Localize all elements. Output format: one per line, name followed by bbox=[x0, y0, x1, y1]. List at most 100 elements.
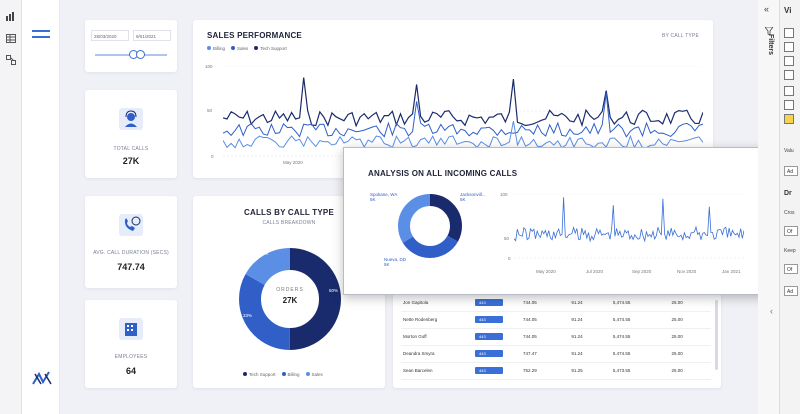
pane-add-field[interactable]: Ad bbox=[784, 166, 798, 176]
table-row[interactable]: Jon Gapitola 443 744.05 91.24 5,474.55 25.00 bbox=[401, 294, 711, 312]
table-cell: 25.00 bbox=[669, 328, 711, 346]
pane-field-label: Valu bbox=[784, 148, 794, 154]
kpi-card-avg-duration: AVG. CALL DURATION (secs) 747.74 bbox=[85, 196, 177, 288]
pane-toggle[interactable]: Of bbox=[784, 264, 798, 274]
table-row[interactable]: Deandra Smyra 443 747.47 91.24 5,474.55 25.00 bbox=[401, 345, 711, 363]
legend-item: Sales bbox=[305, 372, 323, 377]
table-cell: 5,473.55 bbox=[610, 362, 670, 380]
kpi-card-total-calls: TOTAL CALLS 27K bbox=[85, 90, 177, 178]
analysis-title: ANALYSIS ON ALL INCOMING CALLS bbox=[368, 169, 518, 178]
slice-label: 17% bbox=[259, 251, 269, 256]
donut-slice-sales[interactable] bbox=[239, 248, 341, 350]
employee-table-card[interactable]: Jon Gapitola 443 744.05 91.24 5,474.55 25.00 N… bbox=[393, 292, 721, 388]
viz-chart-icon[interactable] bbox=[784, 100, 794, 110]
analysis-popup[interactable]: ANALYSIS ON ALL INCOMING CALLS Spokane, … bbox=[343, 147, 773, 295]
viz-chart-icon[interactable] bbox=[784, 114, 794, 124]
kpi-card-employees: EMPLOYEES 64 bbox=[85, 300, 177, 388]
series-line-sales bbox=[223, 93, 703, 138]
legend-item: Sales bbox=[231, 46, 248, 51]
viz-chart-icon[interactable] bbox=[784, 56, 794, 66]
sales-legend: Billing Sales Tech Support bbox=[207, 46, 287, 51]
hamburger-menu-icon[interactable] bbox=[32, 26, 50, 38]
building-icon bbox=[119, 318, 143, 340]
model-view-icon[interactable] bbox=[6, 52, 16, 65]
table-row[interactable]: Nette Rodenberg 443 744.05 91.24 5,474.55 25.… bbox=[401, 311, 711, 329]
pane-section-title: Dr bbox=[784, 190, 792, 197]
kpi-label: TOTAL CALLS bbox=[113, 146, 149, 152]
table-cell: 443 bbox=[473, 328, 521, 346]
viz-chart-icon[interactable] bbox=[784, 28, 794, 38]
table-cell: Nette Rodenberg bbox=[401, 311, 473, 329]
value-badge: 443 bbox=[475, 367, 503, 374]
viz-chart-icon[interactable] bbox=[784, 70, 794, 80]
legend-item: Tech Support bbox=[254, 46, 287, 51]
series-line-tech-support bbox=[223, 77, 703, 128]
table-cell: 5,474.55 bbox=[610, 294, 670, 312]
table-scrollbar[interactable] bbox=[715, 300, 718, 370]
phone-clock-icon bbox=[119, 214, 143, 236]
value-badge: 443 bbox=[475, 298, 503, 306]
collapse-arrow-icon[interactable]: ‹ bbox=[770, 306, 773, 316]
viz-chart-icon[interactable] bbox=[784, 86, 794, 96]
app-icon-rail bbox=[0, 0, 22, 414]
x-tick: Nov 2020 bbox=[677, 269, 697, 274]
report-nav-strip bbox=[22, 0, 60, 414]
table-cell: 443 bbox=[473, 345, 521, 363]
y-tick: 100 bbox=[205, 64, 213, 69]
legend-item: Billing bbox=[207, 46, 225, 51]
kpi-value: 747.74 bbox=[117, 262, 145, 272]
x-tick: Jan 2021 bbox=[722, 269, 741, 274]
collapse-chevrons-icon[interactable]: « bbox=[764, 4, 770, 14]
table-view-icon[interactable] bbox=[6, 30, 16, 43]
legend-item: Billing bbox=[281, 372, 300, 377]
date-range-handle-end[interactable] bbox=[136, 50, 145, 59]
calls-donut-chart bbox=[239, 248, 341, 350]
pane-field-label: Keep bbox=[784, 248, 796, 254]
kpi-label: EMPLOYEES bbox=[114, 354, 148, 360]
pane-toggle[interactable]: Of bbox=[784, 226, 798, 236]
table-cell: Sean Barcelen bbox=[401, 362, 473, 380]
filters-pane-collapsed[interactable]: « Filters ‹ bbox=[758, 0, 780, 414]
date-end-field[interactable]: 9/01/2021 bbox=[133, 30, 171, 41]
date-start-field[interactable]: 28/03/2020 bbox=[91, 30, 129, 41]
y-tick: 50 bbox=[504, 236, 510, 241]
table-cell: 744.05 bbox=[521, 294, 570, 312]
legend-item: Tech Support bbox=[243, 372, 276, 377]
headset-agent-icon bbox=[119, 108, 143, 130]
calls-line bbox=[514, 197, 744, 243]
analysis-line-chart bbox=[514, 194, 744, 259]
x-tick: Jul 2020 bbox=[586, 269, 604, 274]
x-tick: Sep 2020 bbox=[632, 269, 652, 274]
table-row[interactable]: Sean Barcelen 443 752.29 91.25 5,473.55 25.00 bbox=[401, 362, 711, 380]
donut-slice[interactable] bbox=[398, 194, 462, 258]
calls-by-type-subtitle: CALLS BREAKDOWN bbox=[262, 220, 316, 226]
filter-label[interactable]: BY CALL TYPE bbox=[661, 33, 699, 39]
table-cell: 25.00 bbox=[669, 294, 711, 312]
table-cell: 443 bbox=[473, 362, 521, 380]
brand-logo-icon bbox=[31, 370, 53, 388]
table-cell: 747.47 bbox=[521, 345, 570, 363]
slice-label: 50% bbox=[329, 288, 339, 293]
series-line-billing bbox=[223, 121, 703, 149]
sales-performance-title: SALES PERFORMANCE bbox=[207, 31, 302, 40]
viz-chart-icon[interactable] bbox=[784, 42, 794, 52]
table-row[interactable]: Morton Goff 443 744.05 91.24 5,474.55 25.00 bbox=[401, 328, 711, 346]
table-cell: 91.25 bbox=[569, 362, 611, 380]
visualizations-title: Vi bbox=[784, 6, 792, 15]
pane-field-label: Cros bbox=[784, 210, 795, 216]
table-cell: 443 bbox=[473, 294, 521, 312]
analysis-donut-chart bbox=[398, 194, 462, 258]
table-cell: 5,474.55 bbox=[610, 328, 670, 346]
x-tick: May 2020 bbox=[536, 269, 556, 274]
table-cell: Jon Gapitola bbox=[401, 294, 473, 312]
calls-type-legend: Tech Support Billing Sales bbox=[243, 372, 323, 377]
x-tick: May 2020 bbox=[283, 160, 303, 165]
donut-slice-billing[interactable] bbox=[239, 248, 341, 350]
table-cell: 744.05 bbox=[521, 311, 570, 329]
filters-pane-label[interactable]: Filters bbox=[767, 34, 774, 56]
table-cell: 744.05 bbox=[521, 328, 570, 346]
table-cell: 25.00 bbox=[669, 311, 711, 329]
donut-slice[interactable] bbox=[398, 194, 462, 258]
pane-add-field[interactable]: Ad bbox=[784, 286, 798, 296]
report-view-icon[interactable] bbox=[6, 8, 16, 21]
